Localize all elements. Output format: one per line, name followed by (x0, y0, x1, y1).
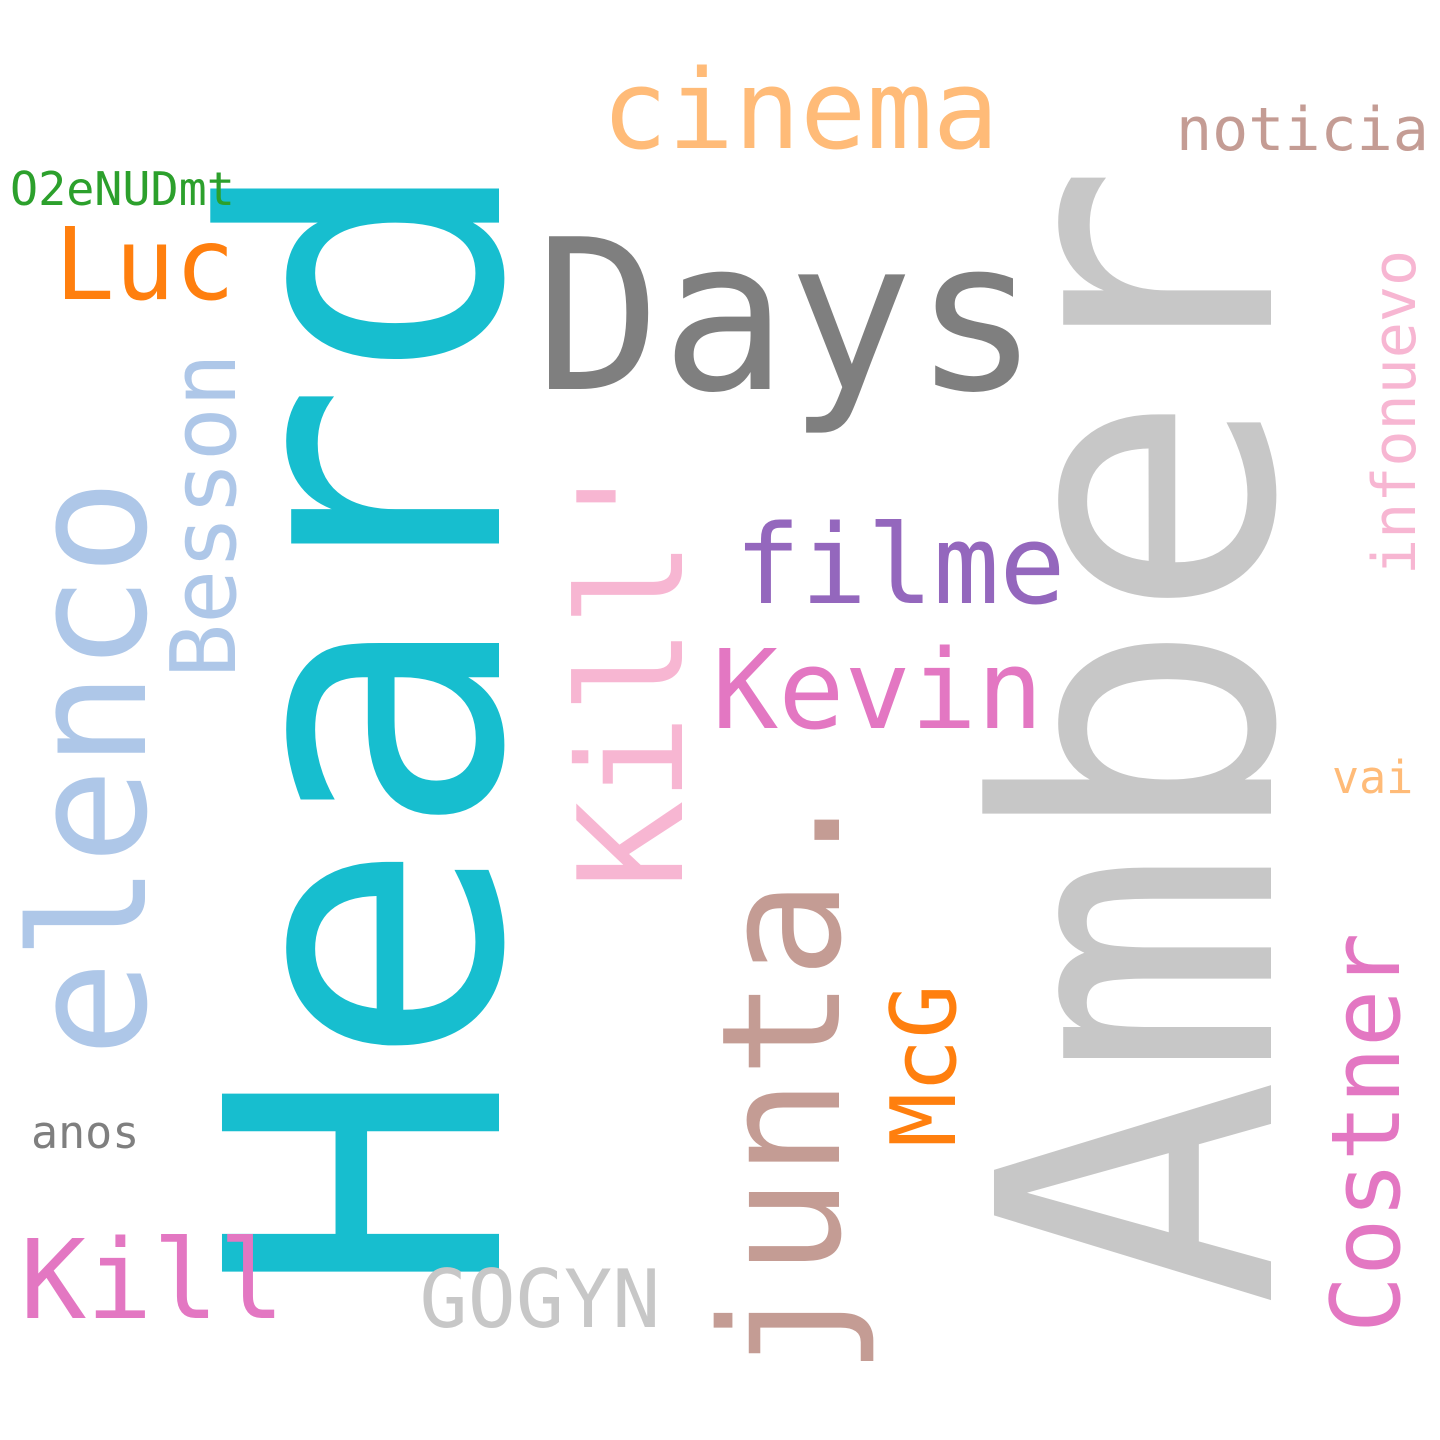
word-elenco: elenco (0, 478, 183, 1057)
word-kill: Kill (20, 1216, 285, 1344)
word-mcg: McG (872, 983, 977, 1147)
word-costner: Costner (1312, 932, 1422, 1333)
word-filme: filme (734, 501, 1066, 629)
word-cinema: cinema (601, 46, 999, 174)
word-infonuevo: infonuevo (1360, 249, 1430, 575)
word-o2enudmt: O2eNUDmt (10, 162, 235, 217)
word-gogyn: GOGYN (419, 1253, 661, 1346)
word-vai: vai (1332, 751, 1414, 804)
word-kill-quoted: Kill' (548, 452, 717, 889)
word-noticia: noticia (1176, 95, 1429, 165)
word-heard: Heard (146, 153, 589, 1297)
word-kevin: Kevin (712, 626, 1044, 754)
word-anos: anos (31, 1106, 140, 1159)
word-luc: Luc (54, 206, 236, 323)
word-junta: junta. (686, 779, 878, 1376)
word-besson: Besson (152, 352, 257, 678)
word-days: Days (535, 195, 1040, 439)
